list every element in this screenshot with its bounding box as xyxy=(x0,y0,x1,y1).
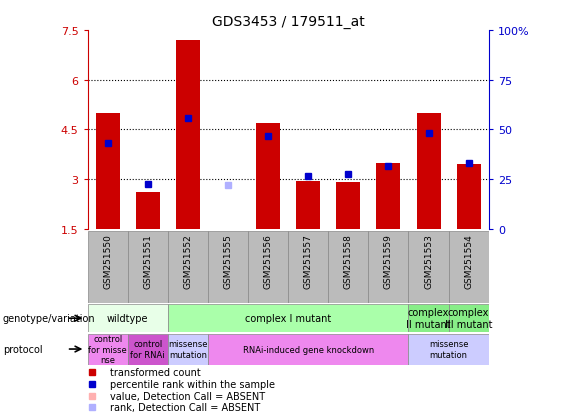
Text: GSM251552: GSM251552 xyxy=(184,233,192,288)
Bar xyxy=(136,193,160,229)
Bar xyxy=(128,231,168,304)
Text: value, Detection Call = ABSENT: value, Detection Call = ABSENT xyxy=(110,391,266,401)
Text: GSM251556: GSM251556 xyxy=(264,233,272,288)
Text: GSM251558: GSM251558 xyxy=(344,233,353,288)
Text: RNAi-induced gene knockdown: RNAi-induced gene knockdown xyxy=(242,345,374,354)
Bar xyxy=(168,304,408,332)
Bar xyxy=(336,183,360,229)
Text: protocol: protocol xyxy=(3,344,42,354)
Bar xyxy=(288,231,328,304)
Bar xyxy=(449,304,489,332)
Bar xyxy=(328,231,368,304)
Text: transformed count: transformed count xyxy=(110,368,201,377)
Bar xyxy=(248,231,288,304)
Bar xyxy=(408,304,449,332)
Text: rank, Detection Call = ABSENT: rank, Detection Call = ABSENT xyxy=(110,402,260,412)
Bar xyxy=(408,231,449,304)
Text: complex I mutant: complex I mutant xyxy=(245,313,331,323)
Text: missense
mutation: missense mutation xyxy=(429,339,468,359)
Text: missense
mutation: missense mutation xyxy=(168,339,207,359)
Bar xyxy=(208,334,408,365)
Text: wildtype: wildtype xyxy=(107,313,149,323)
Bar xyxy=(457,165,481,229)
Title: GDS3453 / 179511_at: GDS3453 / 179511_at xyxy=(212,14,364,28)
Text: percentile rank within the sample: percentile rank within the sample xyxy=(110,379,275,389)
Bar xyxy=(416,114,441,229)
Bar xyxy=(128,334,168,365)
Text: control
for misse
nse: control for misse nse xyxy=(88,335,127,364)
Bar xyxy=(168,231,208,304)
Text: complex
III mutant: complex III mutant xyxy=(445,308,493,329)
Text: complex
II mutant: complex II mutant xyxy=(406,308,451,329)
Text: GSM251554: GSM251554 xyxy=(464,233,473,288)
Bar xyxy=(296,181,320,229)
Text: GSM251559: GSM251559 xyxy=(384,233,393,288)
Text: genotype/variation: genotype/variation xyxy=(3,313,95,323)
Bar xyxy=(408,334,489,365)
Bar xyxy=(88,334,128,365)
Bar xyxy=(449,231,489,304)
Bar xyxy=(176,41,200,229)
Text: GSM251551: GSM251551 xyxy=(144,233,152,288)
Text: GSM251550: GSM251550 xyxy=(103,233,112,288)
Bar xyxy=(208,231,248,304)
Bar xyxy=(168,334,208,365)
Bar xyxy=(88,231,128,304)
Text: GSM251555: GSM251555 xyxy=(224,233,232,288)
Bar xyxy=(88,304,168,332)
Bar xyxy=(95,114,120,229)
Text: control
for RNAi: control for RNAi xyxy=(131,339,165,359)
Bar xyxy=(256,123,280,229)
Bar xyxy=(376,163,401,229)
Text: GSM251553: GSM251553 xyxy=(424,233,433,288)
Text: GSM251557: GSM251557 xyxy=(304,233,312,288)
Bar xyxy=(368,231,408,304)
